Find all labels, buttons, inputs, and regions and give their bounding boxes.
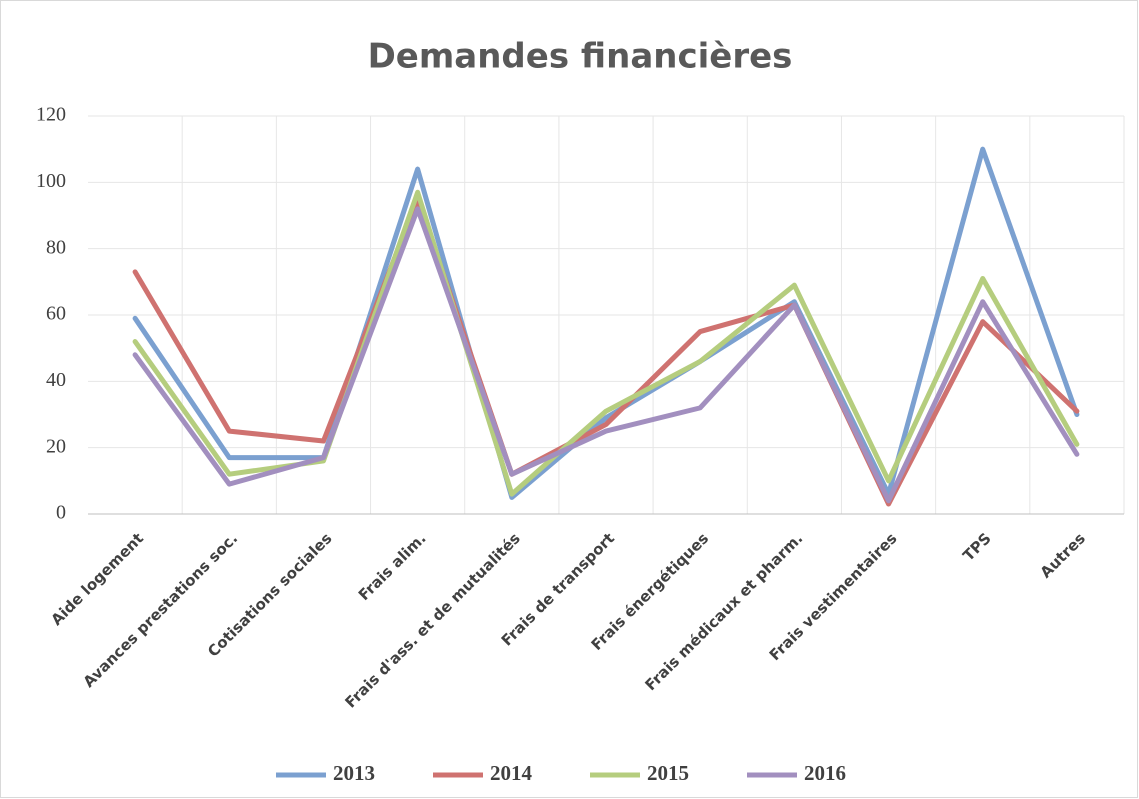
y-tick-label: 80 <box>46 236 66 258</box>
legend-label: 2014 <box>490 761 533 785</box>
y-tick-label: 0 <box>56 502 66 524</box>
chart-title: Demandes financières <box>368 37 793 77</box>
legend-label: 2015 <box>647 761 689 785</box>
series-line <box>132 146 1080 500</box>
y-tick-label: 120 <box>36 104 66 126</box>
y-tick-label: 60 <box>46 303 66 325</box>
y-tick-label: 20 <box>46 435 66 457</box>
legend-label: 2013 <box>333 761 375 785</box>
series-line <box>132 196 1080 507</box>
y-tick-label: 100 <box>36 170 66 192</box>
y-tick-label: 40 <box>46 369 66 391</box>
series-line <box>132 206 1080 504</box>
legend-label: 2016 <box>804 761 846 785</box>
